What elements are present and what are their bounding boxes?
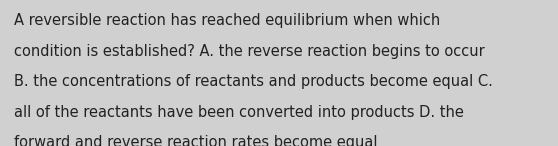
Text: condition is established? A. the reverse reaction begins to occur: condition is established? A. the reverse… <box>14 44 485 59</box>
Text: forward and reverse reaction rates become equal: forward and reverse reaction rates becom… <box>14 135 377 146</box>
Text: B. the concentrations of reactants and products become equal C.: B. the concentrations of reactants and p… <box>14 74 493 89</box>
Text: A reversible reaction has reached equilibrium when which: A reversible reaction has reached equili… <box>14 13 440 28</box>
Text: all of the reactants have been converted into products D. the: all of the reactants have been converted… <box>14 105 464 120</box>
